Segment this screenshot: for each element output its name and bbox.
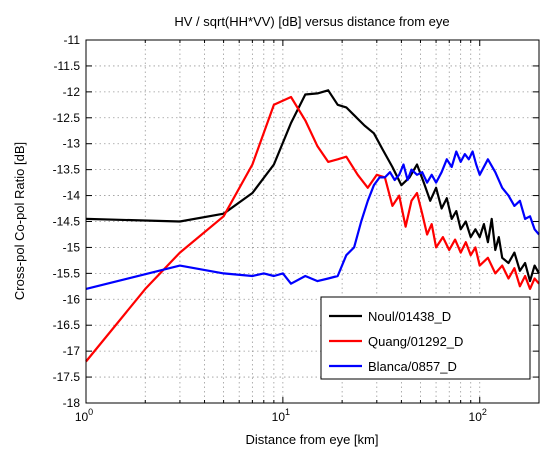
- y-tick-label: -15: [63, 240, 81, 254]
- y-tick-label: -17: [63, 344, 81, 358]
- y-tick-label: -18: [63, 396, 81, 410]
- y-tick-label: -13: [63, 137, 81, 151]
- x-axis-label: Distance from eye [km]: [246, 432, 379, 447]
- x-tick-label: 100: [75, 407, 93, 424]
- x-tick-label: 102: [469, 407, 487, 424]
- y-tick-label: -12.5: [53, 111, 81, 125]
- x-tick-label: 101: [272, 407, 290, 424]
- legend-label: Noul/01438_D: [368, 309, 451, 324]
- y-tick-label: -12: [63, 85, 81, 99]
- y-tick-label: -14.5: [53, 215, 81, 229]
- y-tick-label: -16.5: [53, 318, 81, 332]
- y-tick-label: -11.5: [54, 59, 81, 73]
- y-tick-label: -14: [63, 189, 81, 203]
- legend-label: Quang/01292_D: [368, 334, 463, 349]
- y-tick-label: -17.5: [53, 370, 81, 384]
- y-tick-label: -13.5: [53, 163, 81, 177]
- series-line-3: [85, 150, 540, 290]
- legend-label: Blanca/0857_D: [368, 359, 457, 374]
- axis-ticks: 100 101 102 -11 -11.5 -12 -12.5 -13 -13.5 -14 -14.…: [53, 33, 540, 424]
- y-tick-label: -16: [63, 292, 81, 306]
- y-tick-label: -11: [64, 33, 81, 47]
- chart-title: HV / sqrt(HH*VV) [dB] versus distance fr…: [174, 14, 449, 29]
- y-tick-label: -15.5: [53, 266, 81, 280]
- legend: Noul/01438_D Quang/01292_D Blanca/0857_D: [320, 296, 531, 380]
- series-layer: [85, 89, 540, 363]
- series-line-1: [85, 89, 540, 283]
- y-axis-label: Cross-pol Co-pol Ratio [dB]: [12, 142, 27, 300]
- series-line-2: [85, 95, 540, 363]
